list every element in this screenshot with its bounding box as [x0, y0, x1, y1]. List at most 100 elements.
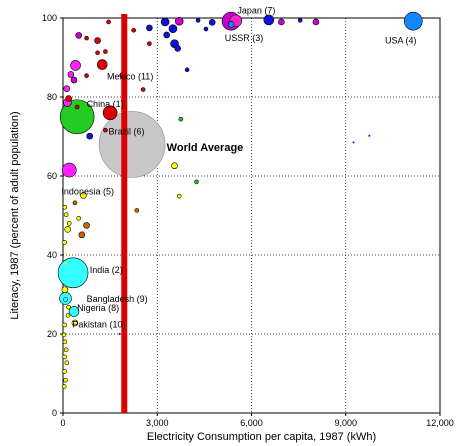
y-tick-label: 80	[47, 92, 57, 102]
data-point	[70, 60, 81, 71]
data-point	[368, 134, 371, 137]
data-point	[278, 18, 285, 26]
data-point	[64, 226, 72, 233]
x-tick-label: 12,000	[426, 418, 454, 428]
data-point	[67, 71, 75, 78]
point-label: USSR (3)	[225, 33, 264, 43]
x-tick-label: 0	[60, 418, 65, 428]
data-point	[184, 67, 190, 73]
data-point	[86, 132, 94, 140]
point-label: Japan (7)	[237, 5, 275, 15]
data-point	[65, 95, 72, 102]
point-label: Brazil (6)	[109, 127, 145, 137]
point-annotations: Japan (7) USSR (3) USA (4) Mexico (11) China…	[61, 5, 416, 329]
y-tick-label: 40	[47, 250, 57, 260]
data-point	[174, 16, 184, 26]
data-point	[63, 385, 66, 388]
data-point	[64, 360, 70, 366]
data-point	[84, 35, 89, 41]
data-point	[62, 240, 67, 245]
data-point	[78, 231, 86, 239]
point-label: Indonesia (5)	[61, 187, 114, 197]
y-tick-label: 60	[47, 171, 57, 181]
data-point	[62, 354, 67, 360]
point-world-average	[98, 111, 166, 178]
data-point	[80, 192, 87, 199]
data-point	[297, 18, 303, 23]
data-points	[57, 11, 423, 389]
point-label: Mexico (11)	[107, 72, 153, 82]
point-mexico	[96, 59, 108, 70]
data-point	[134, 208, 140, 213]
data-point	[84, 73, 89, 78]
data-point	[65, 251, 68, 254]
data-point	[62, 369, 67, 374]
point-nigeria	[68, 306, 80, 317]
data-point	[66, 221, 72, 226]
data-point	[312, 18, 320, 26]
point-label: Bangladesh (9)	[87, 294, 148, 304]
data-point	[62, 204, 68, 210]
point-india	[57, 257, 89, 289]
data-point	[94, 37, 101, 44]
y-tick-label: 20	[47, 329, 57, 339]
point-label: Nigeria (8)	[77, 303, 119, 313]
data-point	[63, 297, 68, 302]
data-point	[352, 141, 355, 144]
data-point	[66, 304, 71, 310]
data-point	[168, 24, 178, 33]
data-point	[63, 212, 69, 218]
data-point	[63, 377, 68, 383]
data-point	[208, 19, 216, 26]
data-point	[195, 18, 201, 23]
y-tick-label: 0	[52, 408, 57, 418]
point-label: USA (4)	[385, 35, 417, 45]
data-point	[106, 19, 111, 25]
point-indonesia	[61, 162, 77, 178]
data-point	[227, 21, 235, 28]
data-point	[103, 127, 108, 133]
data-point	[178, 116, 184, 122]
y-axis-label: Literacy, 1987 (percent of adult populat…	[9, 111, 21, 319]
data-point	[72, 200, 78, 206]
data-point	[131, 27, 136, 33]
data-point	[176, 193, 182, 199]
data-point	[61, 332, 67, 338]
point-label: India (2)	[90, 265, 123, 275]
point-usa	[403, 11, 423, 31]
point-brazil	[102, 105, 118, 121]
data-point	[160, 17, 170, 27]
data-point	[83, 222, 90, 229]
data-point	[70, 76, 78, 84]
data-point	[194, 179, 199, 185]
data-point	[62, 339, 68, 345]
data-point	[63, 347, 69, 353]
data-point	[65, 313, 71, 318]
x-tick-label: 6,000	[240, 418, 263, 428]
data-point	[263, 14, 275, 26]
point-label: China (1)	[87, 99, 124, 109]
data-point	[103, 49, 108, 54]
data-point	[76, 215, 82, 221]
data-point	[118, 333, 121, 335]
point-label: World Average	[167, 142, 244, 154]
data-point	[174, 45, 181, 52]
data-point	[147, 41, 152, 46]
data-point	[95, 50, 100, 56]
data-point	[62, 322, 67, 328]
data-point	[163, 31, 170, 39]
x-tick-label: 3,000	[146, 418, 169, 428]
data-point	[61, 286, 69, 294]
data-point	[140, 87, 146, 92]
data-point	[75, 32, 83, 39]
y-tick-label: 100	[42, 13, 57, 23]
data-point	[63, 85, 71, 93]
axis-ticks: 0 3,000 6,000 9,000 12,000 0 20 40 60 80 100	[42, 13, 454, 428]
data-point	[171, 162, 178, 170]
data-point	[146, 24, 153, 32]
point-pakistan	[71, 319, 79, 327]
point-label: Pakistan (10)	[72, 320, 125, 330]
data-point	[74, 104, 80, 110]
point-china	[59, 99, 95, 135]
